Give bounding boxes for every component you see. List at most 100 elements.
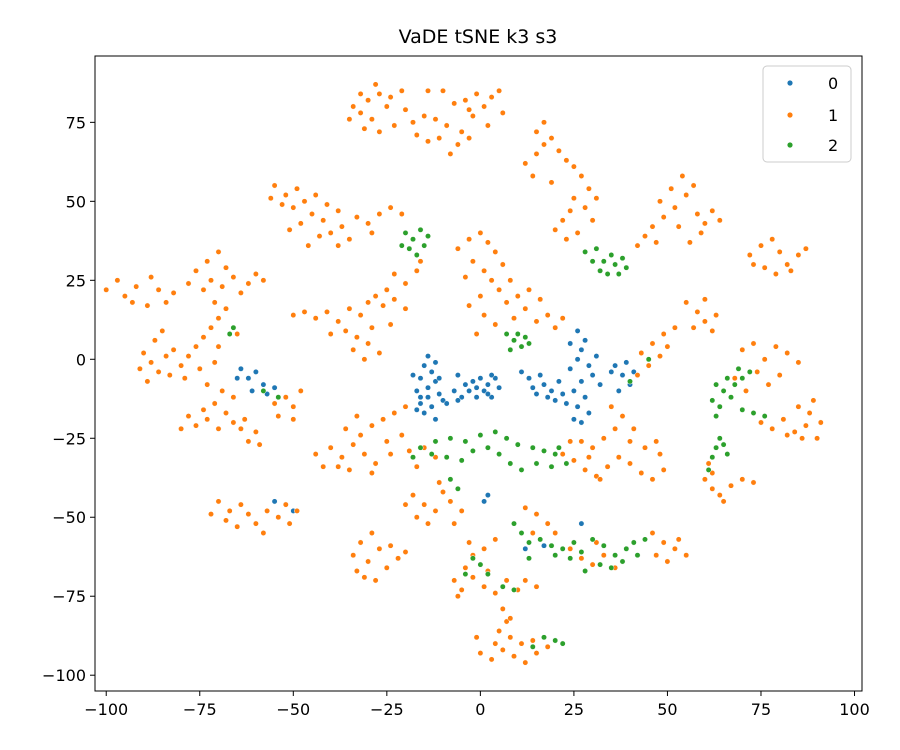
point-series-2-68 [608, 564, 615, 571]
point-series-1-14 [421, 113, 428, 119]
point-series-1-80 [208, 277, 214, 284]
point-series-1-199 [477, 229, 484, 236]
point-series-1-171 [413, 267, 420, 274]
point-series-1-105 [211, 359, 218, 366]
point-series-1-377 [454, 593, 461, 600]
point-series-0-84 [484, 492, 491, 499]
point-series-1-120 [178, 425, 185, 432]
point-series-2-37 [533, 460, 540, 467]
point-series-1-364 [440, 489, 446, 495]
point-series-1-337 [589, 444, 596, 451]
point-series-2-106 [275, 394, 282, 401]
point-series-1-295 [795, 359, 802, 366]
point-series-1-387 [507, 634, 514, 641]
point-series-1-154 [402, 305, 409, 312]
point-series-1-250 [690, 182, 697, 189]
point-series-0-31 [488, 394, 495, 401]
point-series-1-269 [795, 252, 802, 258]
point-series-2-39 [507, 460, 514, 467]
point-series-1-197 [454, 245, 461, 252]
point-series-0-21 [462, 381, 469, 388]
point-series-1-226 [541, 141, 547, 148]
point-series-1-327 [615, 454, 622, 461]
x-tick-label-7: 75 [751, 700, 771, 719]
point-series-1-18 [425, 138, 431, 145]
point-series-1-102 [223, 305, 229, 312]
point-series-1-44 [320, 217, 327, 224]
x-tick-label-4: 0 [475, 700, 485, 719]
point-series-1-31 [499, 109, 506, 116]
point-series-2-35 [541, 447, 547, 454]
point-series-1-356 [350, 552, 357, 559]
point-series-0-46 [563, 400, 570, 407]
point-series-0-86 [578, 520, 585, 527]
point-series-0-4 [425, 384, 431, 391]
point-series-1-200 [484, 239, 491, 246]
point-series-0-23 [458, 394, 465, 401]
point-series-2-6 [421, 242, 428, 249]
point-series-0-20 [454, 372, 461, 379]
point-series-1-143 [294, 507, 300, 514]
point-series-1-292 [761, 356, 768, 363]
point-series-1-335 [612, 425, 619, 432]
point-series-1-321 [705, 460, 712, 467]
point-series-1-54 [365, 220, 372, 227]
point-series-2-95 [477, 561, 484, 568]
point-series-1-10 [391, 122, 398, 129]
point-series-0-48 [533, 391, 540, 397]
point-series-1-298 [754, 368, 761, 375]
point-series-1-402 [683, 552, 690, 559]
point-series-1-336 [600, 435, 607, 442]
point-series-2-32 [503, 435, 510, 442]
point-series-2-38 [518, 466, 525, 473]
point-series-1-82 [245, 280, 252, 287]
point-series-1-124 [252, 428, 259, 435]
point-series-1-350 [395, 555, 402, 562]
point-series-2-70 [582, 568, 589, 574]
point-series-1-334 [627, 438, 633, 445]
point-series-1-59 [316, 233, 323, 240]
point-series-0-38 [526, 375, 532, 382]
point-series-1-217 [511, 315, 517, 322]
point-series-1-13 [410, 119, 416, 126]
point-series-1-4 [376, 90, 383, 97]
point-series-1-318 [750, 479, 757, 486]
point-series-1-358 [410, 492, 416, 499]
point-series-1-90 [155, 368, 162, 375]
point-series-2-92 [750, 410, 757, 416]
point-series-2-13 [619, 255, 626, 262]
point-series-1-378 [477, 650, 484, 657]
point-series-1-125 [256, 441, 263, 448]
point-series-1-46 [279, 201, 286, 208]
point-series-1-264 [746, 252, 753, 258]
point-series-2-4 [406, 245, 413, 252]
point-series-1-15 [432, 116, 439, 123]
point-series-1-406 [567, 545, 574, 552]
point-series-1-396 [544, 520, 551, 527]
point-series-1-9 [402, 106, 409, 113]
point-series-1-72 [144, 302, 151, 309]
point-series-1-239 [552, 226, 559, 233]
point-series-1-319 [720, 498, 727, 505]
point-series-0-59 [574, 403, 581, 410]
point-series-1-107 [219, 387, 226, 394]
point-series-2-65 [642, 536, 648, 543]
point-series-1-236 [582, 204, 589, 211]
point-series-1-279 [713, 312, 720, 319]
point-series-0-65 [570, 416, 577, 423]
point-series-1-186 [353, 413, 360, 420]
point-series-1-177 [361, 451, 368, 458]
point-series-1-40 [294, 185, 300, 192]
point-series-1-164 [365, 340, 372, 347]
point-series-1-116 [215, 425, 222, 432]
point-series-2-104 [230, 324, 237, 331]
point-series-1-245 [529, 173, 536, 179]
point-series-1-170 [387, 321, 394, 328]
point-series-0-87 [522, 545, 529, 552]
point-series-2-40 [496, 451, 503, 458]
point-series-1-359 [421, 501, 428, 508]
point-series-1-311 [799, 435, 806, 442]
point-series-0-72 [630, 368, 637, 375]
point-series-1-263 [686, 239, 693, 246]
point-series-1-220 [552, 324, 559, 331]
